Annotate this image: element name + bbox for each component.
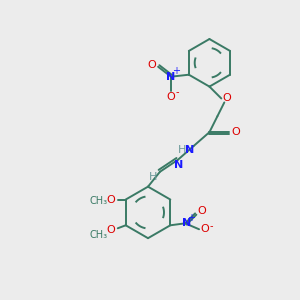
Text: N: N	[185, 145, 194, 155]
Text: -: -	[175, 88, 179, 98]
Text: N: N	[167, 72, 176, 82]
Text: O: O	[198, 206, 206, 216]
Text: CH₃: CH₃	[90, 230, 108, 240]
Text: O: O	[148, 60, 157, 70]
Text: O: O	[232, 127, 241, 137]
Text: -: -	[209, 221, 213, 231]
Text: H: H	[149, 172, 157, 182]
Text: O: O	[106, 194, 115, 205]
Text: O: O	[222, 94, 231, 103]
Text: H: H	[178, 145, 186, 155]
Text: O: O	[201, 224, 209, 234]
Text: N: N	[174, 160, 183, 170]
Text: +: +	[187, 213, 195, 224]
Text: CH₃: CH₃	[90, 196, 108, 206]
Text: O: O	[106, 225, 115, 235]
Text: O: O	[167, 92, 176, 103]
Text: +: +	[172, 66, 180, 76]
Text: N: N	[182, 218, 191, 228]
